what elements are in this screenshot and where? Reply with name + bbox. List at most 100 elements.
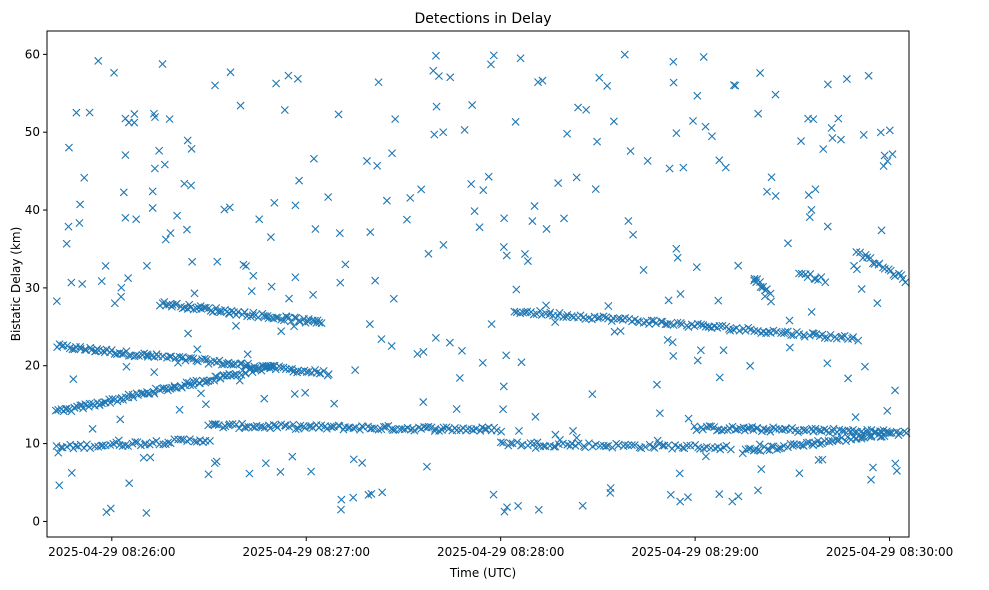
data-point-rising-end — [820, 436, 829, 445]
data-point-steady-10 — [621, 440, 630, 449]
data-point-clutter — [236, 101, 245, 110]
data-point-clutter — [669, 351, 678, 360]
data-point-clutter — [679, 163, 688, 172]
data-point-clutter — [555, 435, 564, 444]
data-point-clutter — [371, 276, 380, 285]
data-point-steady-10 — [549, 442, 558, 451]
data-point-clutter — [445, 338, 454, 347]
data-point-clutter — [827, 123, 836, 132]
data-point-clutter — [232, 321, 240, 330]
data-point-clutter — [809, 115, 818, 124]
data-point-clutter — [653, 436, 662, 445]
data-point-steady-12 — [273, 423, 282, 432]
data-point-clutter — [534, 505, 543, 514]
data-point-clutter — [643, 156, 652, 165]
data-point-clutter — [130, 118, 139, 127]
data-point-clutter — [64, 222, 73, 231]
data-point-clutter — [785, 343, 794, 352]
data-point-mid-27 — [277, 315, 286, 324]
data-point-clutter — [80, 173, 89, 182]
data-point-clutter — [211, 81, 220, 90]
data-point-clutter — [655, 409, 664, 418]
data-point-clutter — [468, 101, 477, 110]
data-point-clutter — [276, 467, 285, 476]
data-point-clutter — [683, 493, 692, 502]
data-point-clutter — [142, 508, 151, 517]
data-point-clutter — [110, 68, 119, 77]
data-point-clutter — [124, 274, 133, 283]
data-point-rising-end — [842, 437, 851, 446]
data-point-clutter — [676, 497, 685, 506]
data-point-clutter — [771, 90, 780, 99]
data-point-upper-decreasing — [218, 360, 227, 369]
data-point-clutter — [734, 261, 743, 270]
data-point-clutter — [808, 439, 817, 448]
data-point-clutter — [121, 151, 130, 160]
data-point-lower-band — [71, 441, 80, 450]
data-point-clutter — [365, 320, 374, 329]
x-tick-label: 2025-04-29 08:27:00 — [243, 545, 370, 559]
data-point-clutter — [266, 233, 275, 242]
data-point-short-34 — [890, 272, 899, 281]
data-point-steady-10 — [630, 441, 639, 450]
data-point-rising-end — [864, 432, 873, 441]
data-point-clutter — [121, 213, 130, 222]
data-point-clutter — [502, 351, 511, 360]
data-point-clutter — [150, 368, 159, 377]
data-point-rising-end — [857, 434, 866, 443]
data-point-steady-12b — [745, 423, 754, 432]
data-point-mid-27 — [317, 319, 326, 328]
data-point-rising — [170, 383, 179, 392]
data-point-clutter — [148, 203, 157, 212]
data-point-mid-26 — [800, 332, 809, 341]
data-point-rising-end — [825, 437, 834, 446]
data-point-clutter — [721, 163, 730, 172]
data-point-rising — [226, 371, 235, 380]
data-point-steady-10 — [533, 438, 542, 447]
data-point-clutter — [734, 492, 743, 501]
data-point-clutter — [514, 501, 523, 510]
data-point-mid-26 — [663, 320, 672, 329]
data-point-clutter — [307, 467, 316, 476]
data-point-rising-end — [885, 428, 894, 437]
data-point-clutter — [715, 156, 724, 165]
data-point-steady-10 — [650, 443, 659, 452]
data-point-clutter — [364, 490, 373, 499]
data-point-mid-27 — [248, 311, 257, 320]
data-point-clutter — [148, 187, 157, 196]
data-point-rising-end — [802, 438, 811, 447]
data-point-clutter — [424, 249, 433, 258]
data-point-steady-12 — [339, 425, 348, 434]
data-point-clutter — [715, 373, 724, 382]
data-point-mid-27 — [272, 313, 281, 322]
data-point-rising-end — [792, 440, 801, 449]
data-point-clutter — [804, 191, 813, 200]
data-point-clutter — [850, 261, 858, 270]
data-point-steady-10 — [678, 443, 687, 452]
data-point-clutter — [673, 253, 682, 262]
data-point-clutter — [844, 374, 853, 383]
data-point-short-30 — [756, 283, 765, 292]
data-point-steady-12b — [707, 422, 716, 431]
data-point-clutter — [749, 426, 758, 435]
y-tick-label: 0 — [32, 514, 40, 528]
data-point-mid-26 — [567, 312, 576, 321]
data-point-clutter — [187, 144, 196, 153]
data-point-clutter — [406, 193, 415, 202]
data-point-clutter — [666, 490, 675, 499]
data-point-clutter — [431, 51, 440, 60]
data-point-steady-10 — [539, 442, 548, 451]
data-point-mid-27 — [263, 312, 272, 321]
data-point-clutter — [891, 459, 900, 468]
data-point-clutter — [161, 235, 170, 244]
y-tick-label: 20 — [25, 359, 40, 373]
data-point-steady-12 — [308, 423, 317, 432]
data-point-rising — [204, 377, 213, 386]
data-point-steady-12b — [775, 424, 784, 433]
data-point-steady-12 — [212, 420, 221, 429]
chart-title: Detections in Delay — [414, 11, 551, 27]
data-point-upper-decreasing — [215, 356, 224, 365]
data-point-clutter — [551, 430, 560, 439]
data-point-short-34 — [861, 250, 870, 259]
data-point-clutter — [467, 180, 476, 188]
